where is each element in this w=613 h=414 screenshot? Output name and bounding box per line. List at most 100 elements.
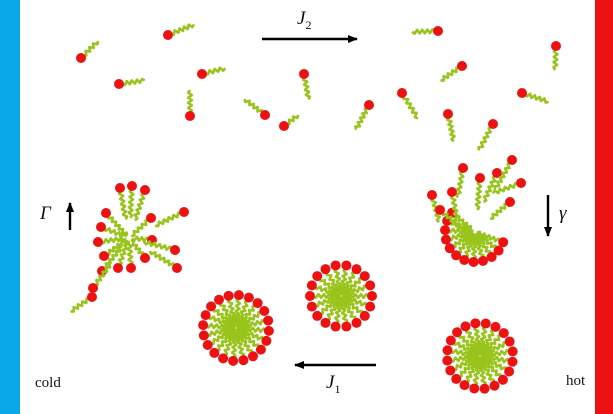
molecules-layer xyxy=(70,23,561,394)
molecule-head xyxy=(445,335,456,346)
molecule-head xyxy=(260,110,270,120)
molecule-head xyxy=(198,320,209,331)
molecule-head xyxy=(488,119,498,129)
molecule-head xyxy=(101,208,111,218)
molecule-head xyxy=(480,318,491,329)
rate-gamma-lower-label: γ xyxy=(559,203,567,224)
molecule-tail xyxy=(131,235,150,243)
molecule-head xyxy=(252,298,263,309)
molecule-tail xyxy=(106,239,128,256)
aggregate-molecule xyxy=(427,190,441,224)
free-monomer xyxy=(354,100,374,130)
molecule-tail xyxy=(477,356,487,387)
aggregate-molecule xyxy=(447,187,460,223)
flux-j1-label: J1 xyxy=(326,372,340,397)
molecule-tail xyxy=(478,325,488,356)
molecule-head xyxy=(477,255,488,266)
molecule-head xyxy=(279,121,289,131)
molecule-head xyxy=(341,260,352,271)
aggregate-molecule xyxy=(435,205,462,230)
free-monomer xyxy=(114,77,146,89)
forming-aggregate xyxy=(427,155,526,267)
molecule-tail xyxy=(354,106,369,130)
free-monomer xyxy=(279,114,300,131)
molecule-head xyxy=(452,327,463,338)
molecule-tail xyxy=(480,341,508,358)
micelle-molecule xyxy=(470,318,483,356)
micelle-molecule xyxy=(479,321,501,357)
molecule-head xyxy=(113,263,123,273)
micelle-molecule xyxy=(480,336,515,358)
molecule-head xyxy=(259,306,270,317)
cold-wall xyxy=(0,0,20,414)
dissociating-aggregate xyxy=(88,181,189,293)
molecule-head xyxy=(312,271,323,282)
molecule-tail xyxy=(458,355,480,379)
molecule-tail xyxy=(465,328,482,356)
micelle xyxy=(442,318,518,394)
molecule-tail xyxy=(230,328,239,359)
molecule-tail xyxy=(210,327,236,345)
molecule-head xyxy=(243,292,254,303)
micelle-molecule xyxy=(460,321,482,356)
molecule-head xyxy=(442,345,453,356)
micelle-molecule xyxy=(442,345,480,358)
molecule-head xyxy=(364,100,374,110)
micelle-molecule xyxy=(445,354,480,376)
molecule-tail xyxy=(148,250,176,267)
molecule-head xyxy=(492,168,502,178)
molecule-tail xyxy=(440,66,460,82)
molecule-head xyxy=(202,339,213,350)
aggregate-molecule xyxy=(113,240,131,273)
molecule-head xyxy=(172,263,182,273)
molecule-head xyxy=(96,222,106,232)
aggregate-molecule xyxy=(493,155,517,190)
molecule-tail xyxy=(455,170,465,199)
molecule-head xyxy=(440,225,451,236)
molecule-head xyxy=(442,355,453,366)
molecule-head xyxy=(198,330,209,341)
molecule-tail xyxy=(154,211,182,228)
micelle-molecule xyxy=(198,320,236,331)
micelle-molecule xyxy=(235,292,254,329)
molecule-tail xyxy=(452,354,480,371)
aggregate-molecule xyxy=(482,168,502,204)
molecule-head xyxy=(517,88,527,98)
free-monomer xyxy=(443,109,456,143)
molecule-tail xyxy=(441,211,462,230)
molecule-head xyxy=(233,290,244,301)
molecule-tail xyxy=(286,114,300,126)
molecule-tail xyxy=(130,218,150,238)
molecule-head xyxy=(457,61,467,71)
molecule-tail xyxy=(449,194,460,223)
free-monomer xyxy=(440,61,467,82)
micelle-molecule xyxy=(445,335,481,357)
free-monomer xyxy=(185,89,195,121)
micelle-molecule xyxy=(340,280,376,297)
molecule-tail xyxy=(236,318,266,331)
molecule-tail xyxy=(340,284,368,297)
molecule-tail xyxy=(127,188,135,219)
molecule-head xyxy=(451,373,462,384)
free-monomer xyxy=(551,41,561,71)
molecule-tail xyxy=(206,325,236,338)
molecule-head xyxy=(93,237,103,247)
molecule-head xyxy=(306,280,317,291)
micelle-molecule xyxy=(479,356,508,385)
molecule-head xyxy=(469,383,480,394)
molecule-tail xyxy=(170,23,196,36)
molecule-tail xyxy=(479,356,503,378)
molecule-tail xyxy=(219,302,237,328)
molecule-head xyxy=(255,344,266,355)
molecule-head xyxy=(87,292,97,302)
micelle-molecule xyxy=(218,327,237,364)
molecule-head xyxy=(263,325,274,336)
rate-gamma-upper-label: Γ xyxy=(40,203,51,224)
molecule-tail xyxy=(552,48,559,71)
molecule-head xyxy=(365,301,376,312)
molecule-head xyxy=(507,346,518,357)
molecule-head xyxy=(359,310,370,321)
molecule-head xyxy=(99,251,109,261)
molecule-tail xyxy=(130,239,145,256)
flux-j1-sub: 1 xyxy=(334,381,341,396)
